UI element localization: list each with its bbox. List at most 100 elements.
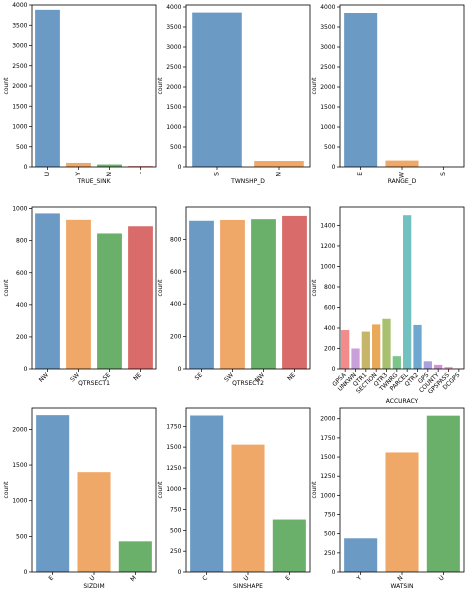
- y-tick-label: 0: [24, 366, 28, 373]
- y-tick-label: 1000: [166, 486, 181, 493]
- bar-NW: [251, 219, 276, 369]
- bar-PARCEL: [403, 215, 412, 369]
- y-tick-label: 800: [324, 284, 336, 291]
- x-tick-label: E: [48, 574, 56, 582]
- x-tick-label: SE: [194, 371, 204, 381]
- bar-GPS: [423, 361, 432, 369]
- y-tick-label: 3000: [12, 43, 27, 50]
- y-tick-label: 3000: [166, 44, 181, 51]
- x-tick-label: -: [137, 172, 144, 174]
- y-tick-label: 1500: [12, 462, 27, 469]
- y-tick-label: 1500: [12, 103, 27, 110]
- bar-U: [77, 472, 111, 572]
- y-tick-label: 3000: [320, 44, 335, 51]
- y-tick-label: 3500: [166, 24, 181, 31]
- x-tick-label: W: [399, 172, 406, 178]
- bar-E: [272, 519, 306, 572]
- bar-COUNTY: [434, 364, 443, 369]
- bar-U: [35, 9, 60, 167]
- bar-N: [254, 161, 304, 167]
- y-tick-label: 500: [16, 533, 28, 540]
- x-tick-label: E: [284, 574, 292, 582]
- x-tick-label: S: [440, 172, 447, 176]
- x-tick-label: Y: [75, 172, 82, 177]
- y-tick-label: 250: [170, 548, 182, 555]
- y-tick-label: 2000: [12, 426, 27, 433]
- x-axis-label: QTRSECT1: [78, 380, 110, 387]
- bar--: [128, 166, 153, 167]
- subplot-9: 0 250 500 750 1000 1250 1500 1750 2000 Y N U WATSIN c…: [311, 407, 465, 590]
- y-tick-label: 0: [332, 569, 336, 576]
- bar-E: [344, 13, 378, 167]
- subplot-7: 0 500 1000 1500 2000 E U M SIZDIM count: [3, 407, 157, 590]
- x-tick-label: NE: [286, 371, 297, 382]
- x-tick-label: SW: [223, 371, 235, 383]
- y-tick-label: 0: [332, 164, 336, 171]
- subplot-2: 0 500 1000 1500 2000 2500 3000 3500 4000 S N TWNSHP…: [157, 4, 311, 185]
- y-tick-label: 2000: [166, 84, 181, 91]
- y-tick-label: 600: [16, 270, 28, 277]
- y-axis-label: count: [3, 279, 10, 297]
- bar-QTR3: [382, 318, 391, 369]
- bar-SE: [189, 220, 214, 369]
- y-tick-label: 0: [178, 569, 182, 576]
- y-axis-label: count: [157, 279, 164, 297]
- x-axis-label: TWNSHP_D: [230, 178, 265, 185]
- y-tick-label: 750: [170, 507, 182, 514]
- bar-UNKWN: [351, 348, 360, 369]
- y-tick-label: 1250: [320, 473, 335, 480]
- x-tick-label: N: [276, 172, 283, 177]
- x-axis-label: QTRSECT2: [232, 380, 264, 387]
- y-tick-label: 500: [16, 144, 28, 151]
- y-tick-label: 1200: [320, 243, 335, 250]
- y-tick-label: 400: [16, 302, 28, 309]
- y-axis-label: count: [157, 481, 164, 499]
- bar-SW: [220, 219, 245, 369]
- y-tick-label: 2000: [320, 84, 335, 91]
- bar-NE: [128, 226, 153, 369]
- bar-NE: [282, 215, 307, 369]
- y-tick-label: 1400: [320, 222, 335, 229]
- x-tick-label: N: [106, 172, 113, 177]
- y-tick-label: 1000: [320, 124, 335, 131]
- bar-SE: [97, 233, 122, 369]
- y-tick-label: 0: [24, 569, 28, 576]
- bar-GPSA: [341, 330, 350, 369]
- x-axis-label: RANGE_D: [388, 178, 417, 185]
- y-tick-label: 0: [24, 164, 28, 171]
- subplot-8: 0 250 500 750 1000 1250 1500 1750 C U E SINSHAPE cou…: [157, 407, 311, 590]
- y-tick-label: 0: [178, 366, 182, 373]
- y-axis-label: count: [311, 77, 318, 95]
- bar-M: [118, 541, 152, 572]
- y-tick-label: 1000: [166, 124, 181, 131]
- bar-QTR2: [413, 324, 422, 369]
- y-tick-label: 0: [178, 164, 182, 171]
- y-axis-label: count: [3, 77, 10, 95]
- y-axis-label: count: [3, 481, 10, 499]
- y-tick-label: 0: [332, 366, 336, 373]
- y-tick-label: 2500: [12, 63, 27, 70]
- y-tick-label: 2000: [12, 83, 27, 90]
- x-tick-label: U: [88, 575, 96, 583]
- subplot-4: 0 200 400 600 800 1000 NW SW SE NE QTRSECT1 count: [3, 206, 157, 387]
- x-axis-label: ACCURACY: [386, 398, 419, 405]
- y-tick-label: 1000: [320, 263, 335, 270]
- y-tick-label: 1500: [320, 104, 335, 111]
- x-axis-label: SIZDIM: [83, 583, 104, 590]
- y-tick-label: 3500: [320, 24, 335, 31]
- x-tick-label: SE: [102, 371, 112, 381]
- subplot-6: 0200400600800100012001400GPSAUNKWNQTR1SE…: [311, 206, 465, 405]
- y-tick-label: 3500: [12, 22, 27, 29]
- x-tick-label: C: [201, 575, 209, 583]
- x-tick-label: U: [44, 172, 51, 176]
- y-tick-label: 1750: [320, 435, 335, 442]
- bar-U: [426, 415, 460, 572]
- y-tick-label: 500: [324, 144, 336, 151]
- y-tick-label: 800: [16, 238, 28, 245]
- y-tick-label: 4000: [166, 4, 181, 11]
- y-tick-label: 600: [324, 304, 336, 311]
- plot-frame: [185, 206, 311, 370]
- y-tick-label: 1750: [166, 423, 181, 430]
- bar-C: [190, 415, 224, 572]
- y-tick-label: 250: [324, 550, 336, 557]
